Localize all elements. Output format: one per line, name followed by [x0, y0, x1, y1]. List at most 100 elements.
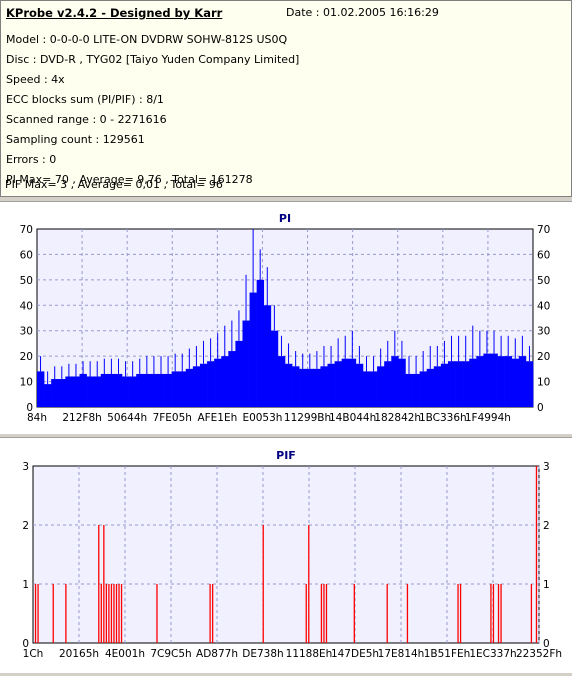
pi-bar	[320, 366, 328, 407]
pi-bar	[157, 373, 165, 407]
pi-bar	[79, 373, 87, 407]
pi-bar	[455, 361, 463, 407]
pi-bar	[93, 376, 102, 407]
pi-bar	[143, 373, 151, 407]
x-tick-label: 7C9C5h	[150, 648, 191, 660]
pi-bar	[341, 358, 350, 407]
y-tick-label-right: 70	[537, 224, 550, 236]
speed-line: Speed : 4x	[6, 73, 65, 86]
pi-bar	[490, 353, 498, 407]
pi-bar	[511, 358, 520, 407]
chart-title: PIF	[276, 449, 296, 462]
y-tick-label-right: 3	[543, 461, 550, 473]
x-tick-label: 1Ch	[23, 648, 44, 660]
errors-line: Errors : 0	[6, 153, 57, 166]
pi-bar	[405, 373, 413, 407]
scan-date: Date : 01.02.2005 16:16:29	[286, 6, 439, 19]
y-tick-label-right: 1	[543, 579, 550, 591]
sampling-line: Sampling count : 129561	[6, 133, 145, 146]
pi-bar	[355, 363, 364, 407]
x-tick-label: DE738h	[242, 648, 283, 660]
y-tick-label-right: 40	[537, 300, 550, 312]
pi-bar	[412, 373, 420, 407]
y-tick-label: 40	[20, 300, 33, 312]
y-tick-label: 70	[20, 224, 33, 236]
pi-bar	[122, 376, 130, 407]
y-tick-label-right: 20	[537, 351, 550, 363]
pi-chart: PI 0 0 10 10 20 20 30 30 40 40 50 50 60 60 70 70 84h 212F8…	[20, 212, 551, 424]
pi-bar	[476, 356, 484, 407]
pi-bar	[525, 361, 534, 407]
pi-bar	[100, 373, 109, 407]
pif-stats-line: PIF Max= 3 , Average= 0,01 , Total= 96	[5, 178, 223, 191]
pi-bar	[277, 356, 286, 407]
pi-bar	[150, 373, 158, 407]
range-line: Scanned range : 0 - 2271616	[6, 113, 167, 126]
pi-bar	[72, 376, 80, 407]
pi-bar	[327, 363, 335, 407]
pi-stats-line: PI Max= 70 , Average= 9,76 , Total= 1612…	[6, 173, 253, 186]
pi-bar	[391, 356, 399, 407]
pif-chart-panel: PIF 0 0 1 1 2 2 3 3 1Ch 20165h 4E001h 7C9C5h AD877h DE…	[0, 437, 572, 673]
pi-bar	[447, 361, 456, 407]
y-tick-label: 0	[26, 402, 33, 414]
pi-bar	[370, 371, 378, 407]
pi-bar	[362, 371, 371, 407]
pi-bar	[348, 358, 357, 407]
pi-bar	[207, 361, 215, 407]
x-tick-label: 22352Fh	[516, 648, 562, 660]
app-title: KProbe v2.4.2 - Designed by Karr	[6, 6, 223, 20]
x-tick-label: 7FE05h	[153, 412, 192, 424]
pi-bar	[86, 376, 94, 407]
pi-bar	[497, 356, 505, 407]
y-tick-label: 30	[20, 326, 33, 338]
x-tick-label: 182842h	[374, 412, 421, 424]
x-tick-label: AD877h	[196, 648, 238, 660]
pi-bar	[107, 373, 116, 407]
x-tick-label: 1EC337h	[469, 648, 516, 660]
plot-area	[32, 465, 540, 644]
pi-bar	[164, 373, 172, 407]
pi-bar	[192, 366, 201, 407]
y-tick-label-right: 0	[537, 402, 544, 414]
x-tick-label: 212F8h	[62, 412, 101, 424]
x-tick-label: 50644h	[107, 412, 147, 424]
pi-bar	[214, 358, 222, 407]
pi-bar	[242, 320, 250, 407]
pi-bar	[398, 358, 406, 407]
pi-bar	[384, 361, 392, 407]
pi-bar	[426, 368, 435, 407]
pi-bar	[114, 373, 123, 407]
pi-bar	[483, 353, 491, 407]
x-tick-label: 84h	[27, 412, 47, 424]
x-tick-label: 11188Eh	[286, 648, 333, 660]
y-tick-label: 20	[20, 351, 33, 363]
pi-bar	[299, 368, 307, 407]
pi-bar	[37, 371, 45, 407]
y-tick-label: 1	[22, 579, 29, 591]
x-tick-label: E0053h	[242, 412, 282, 424]
x-tick-label: 1F4994h	[465, 412, 511, 424]
x-tick-label: AFE1Eh	[197, 412, 237, 424]
ecc-line: ECC blocks sum (PI/PIF) : 8/1	[6, 93, 164, 106]
pi-bar	[504, 356, 513, 407]
model-line: Model : 0-0-0-0 LITE-ON DVDRW SOHW-812S …	[6, 33, 288, 46]
y-tick-label: 0	[22, 638, 29, 650]
pi-bar	[469, 358, 477, 407]
info-panel: KProbe v2.4.2 - Designed by Karr Date : …	[0, 0, 572, 197]
x-tick-label: 20165h	[59, 648, 99, 660]
pi-bar	[249, 292, 257, 407]
pi-bar	[171, 371, 180, 407]
y-tick-label-right: 2	[543, 520, 550, 532]
x-tick-label: 147DE5h	[331, 648, 379, 660]
pi-bar	[462, 361, 470, 407]
pi-bar	[433, 366, 442, 407]
pi-bar	[256, 279, 265, 407]
y-tick-label-right: 0	[543, 638, 550, 650]
y-tick-label: 50	[20, 275, 33, 287]
pi-bar	[136, 373, 144, 407]
y-tick-label-right: 10	[537, 377, 550, 389]
x-tick-label: 1BC336h	[419, 412, 467, 424]
x-tick-label: 17E814h	[378, 648, 425, 660]
pif-chart: PIF 0 0 1 1 2 2 3 3 1Ch 20165h 4E001h 7C9C5h AD877h DE…	[22, 449, 562, 660]
